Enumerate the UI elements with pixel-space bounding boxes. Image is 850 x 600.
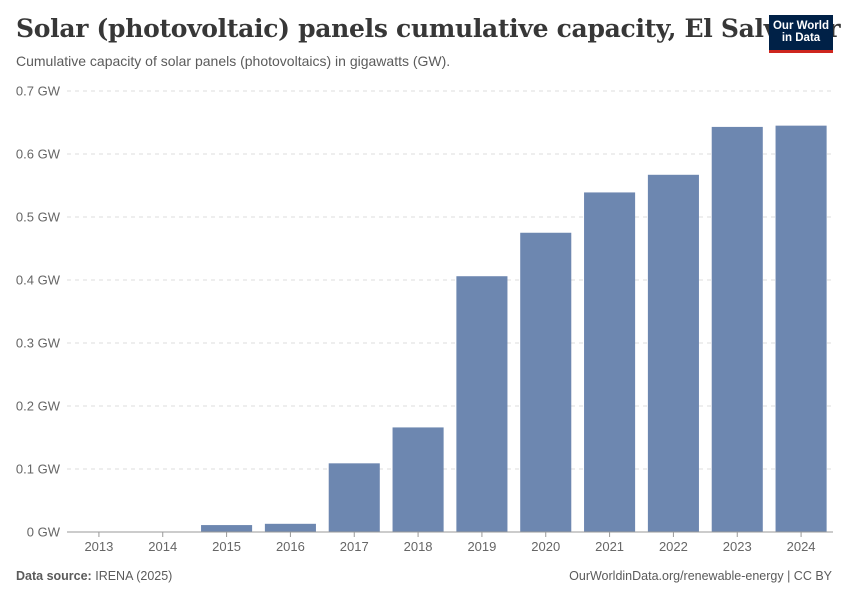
x-tick-label: 2020 xyxy=(531,539,560,554)
x-tick-label: 2014 xyxy=(148,539,177,554)
x-tick-label: 2019 xyxy=(467,539,496,554)
data-source-value[interactable]: IRENA (2025) xyxy=(95,569,173,583)
y-tick-label: 0.6 GW xyxy=(16,147,61,162)
bar-2020[interactable] xyxy=(520,232,572,532)
bar-2019[interactable] xyxy=(456,276,508,532)
bar-2022[interactable] xyxy=(647,174,699,533)
x-tick-label: 2016 xyxy=(276,539,305,554)
axis-layer: 0 GW 0.1 GW 0.2 GW 0.3 GW 0.4 GW 0.5 GW 0.6 GW… xyxy=(16,84,833,554)
bar-2017[interactable] xyxy=(328,463,380,532)
logo-line-1: Our World xyxy=(772,20,829,32)
x-tick-label: 2015 xyxy=(212,539,241,554)
y-tick-label: 0.5 GW xyxy=(16,210,61,225)
y-tick-label: 0.3 GW xyxy=(16,336,61,351)
y-tick-label: 0.2 GW xyxy=(16,399,61,414)
bar-2016[interactable] xyxy=(264,523,316,532)
x-tick-label: 2013 xyxy=(84,539,113,554)
bar-2021[interactable] xyxy=(584,192,636,532)
footer-link[interactable]: OurWorldinData.org/renewable-energy | CC… xyxy=(569,569,832,583)
y-tick-label: 0.4 GW xyxy=(16,273,61,288)
chart-subtitle: Cumulative capacity of solar panels (pho… xyxy=(16,53,451,69)
x-tick-label: 2017 xyxy=(340,539,369,554)
bar-2015[interactable] xyxy=(201,525,253,532)
bar-2018[interactable] xyxy=(392,427,444,532)
y-tick-label: 0.1 GW xyxy=(16,462,61,477)
x-tick-label: 2022 xyxy=(659,539,688,554)
owid-logo[interactable]: Our World in Data xyxy=(769,15,833,53)
logo-line-2: in Data xyxy=(781,32,821,44)
x-tick-label: 2021 xyxy=(595,539,624,554)
bar-2023[interactable] xyxy=(711,126,763,532)
bars-layer xyxy=(73,125,827,533)
bar-2024[interactable] xyxy=(775,125,827,533)
y-tick-label: 0.7 GW xyxy=(16,84,61,99)
data-source: Data source: IRENA (2025) xyxy=(16,569,172,583)
x-tick-label: 2018 xyxy=(404,539,433,554)
data-source-label: Data source: xyxy=(16,569,92,583)
y-tick-label: 0 GW xyxy=(27,525,61,540)
chart-title: Solar (photovoltaic) panels cumulative c… xyxy=(16,14,841,43)
x-tick-label: 2023 xyxy=(723,539,752,554)
x-tick-label: 2024 xyxy=(787,539,816,554)
